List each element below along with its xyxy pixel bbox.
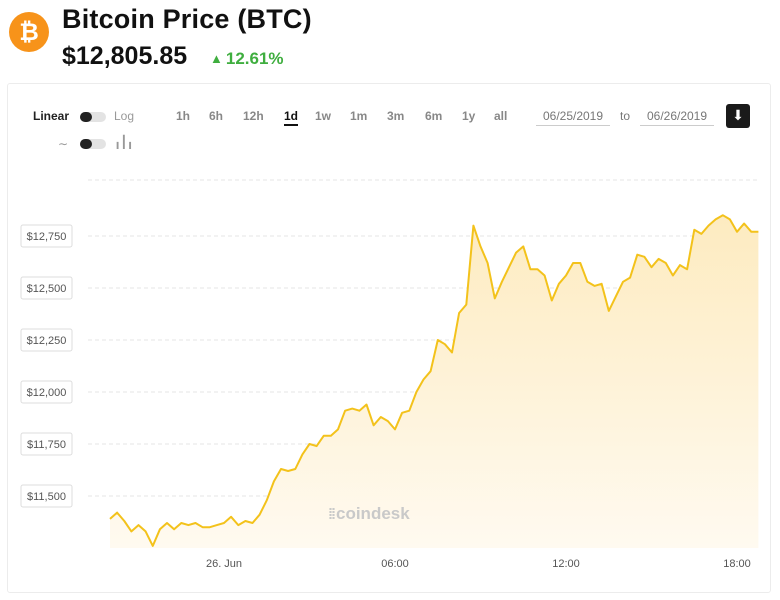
coindesk-logo-icon: ⁞⁞ (328, 506, 336, 523)
scale-linear-label[interactable]: Linear (33, 109, 70, 123)
y-tick-box (20, 484, 73, 508)
scale-toggle-knob (80, 112, 92, 122)
download-button[interactable]: ⬇ (726, 104, 750, 128)
scale-toggle[interactable] (80, 112, 106, 122)
x-tick-label: 18:00 (723, 558, 751, 570)
line-chart-icon[interactable]: ∼ (58, 137, 69, 151)
date-to-input[interactable]: 06/26/2019 (640, 106, 714, 126)
x-tick-label: 26. Jun (206, 558, 242, 570)
chart-type-toggle-knob (80, 139, 92, 149)
y-tick-label: $12,500 (27, 283, 67, 295)
price-change: ▲ 12.61% (210, 49, 284, 69)
y-tick-box (20, 224, 73, 248)
y-tick-box (20, 276, 73, 300)
candlestick-icon[interactable]: ╻┃╻ (114, 135, 134, 149)
price-series-line (109, 214, 759, 547)
triangle-up-icon: ▲ (210, 51, 223, 66)
date-from-input[interactable]: 06/25/2019 (536, 106, 610, 126)
range-1w[interactable]: 1w (315, 109, 332, 123)
range-1y[interactable]: 1y (462, 109, 476, 123)
range-1h[interactable]: 1h (176, 109, 191, 123)
y-tick-box (20, 380, 73, 404)
price-change-value: 12.61% (225, 49, 284, 68)
y-tick-box (20, 432, 73, 456)
y-tick-label: $12,250 (27, 335, 67, 347)
range-3m[interactable]: 3m (387, 109, 405, 123)
range-6m[interactable]: 6m (425, 109, 443, 123)
y-tick-label: $11,750 (27, 439, 66, 451)
page-title: Bitcoin Price (BTC) (62, 4, 312, 34)
y-tick-box (20, 328, 73, 352)
bitcoin-logo-icon: ₿ (9, 12, 49, 52)
scale-log-label[interactable]: Log (114, 109, 135, 123)
y-tick-label: $11,500 (27, 491, 66, 503)
range-1d[interactable]: 1d (284, 109, 299, 126)
range-12h[interactable]: 12h (243, 109, 264, 123)
range-all[interactable]: all (494, 109, 508, 123)
y-tick-label: $12,750 (27, 231, 67, 243)
range-6h[interactable]: 6h (209, 109, 224, 123)
download-icon: ⬇ (732, 108, 744, 124)
range-1m[interactable]: 1m (350, 109, 368, 123)
y-tick-label: $12,000 (27, 387, 67, 399)
date-to-label: to (620, 109, 631, 123)
x-tick-label: 06:00 (381, 558, 409, 570)
chart-type-toggle[interactable] (80, 139, 106, 149)
watermark-text: coindesk (336, 504, 410, 523)
coindesk-watermark: ⁞⁞ coindesk (328, 504, 410, 524)
current-price: $12,805.85 (62, 42, 188, 70)
x-tick-label: 12:00 (552, 558, 580, 570)
price-area-fill (110, 215, 759, 548)
